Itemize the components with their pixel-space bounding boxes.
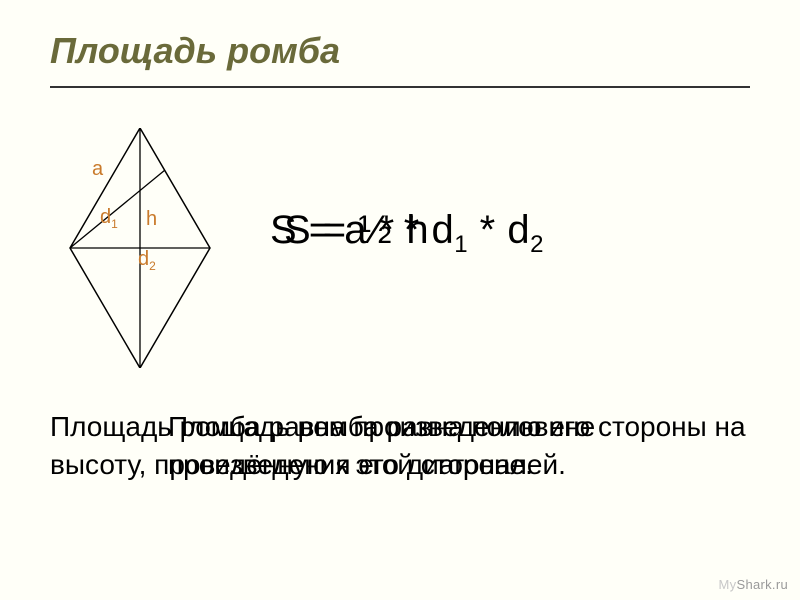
- label-a: a: [92, 158, 103, 181]
- formula-diag-S: S: [284, 208, 311, 252]
- formula-diag-d1: d: [431, 208, 454, 252]
- rhombus-diagram: a d1 h d2: [50, 128, 230, 368]
- label-d2-text: d: [138, 248, 149, 270]
- formula-diag: S = ½ * d1 * d2: [284, 208, 544, 259]
- slide: Площадь ромба a d1 h d2: [0, 0, 800, 600]
- page-title: Площадь ромба: [50, 30, 750, 72]
- formula-diag-star2: *: [468, 208, 507, 252]
- formula-diag-d1-sub: 1: [454, 231, 468, 258]
- formula-box: S = a * h S = ½ * d1 * d2: [270, 208, 750, 288]
- watermark: MyShark.ru: [719, 577, 788, 592]
- label-d2: d2: [138, 248, 156, 273]
- label-d1-text: d: [100, 206, 111, 228]
- divider: [50, 86, 750, 88]
- description-box: Площадь ромба равна произведению его сто…: [50, 408, 750, 528]
- watermark-left: My: [719, 577, 737, 592]
- formula-diag-d2: d: [507, 208, 530, 252]
- description-diag: Площадь ромба равна половине произведени…: [168, 408, 748, 484]
- label-h: h: [146, 208, 157, 231]
- formula-diag-half: ½: [358, 208, 392, 252]
- formula-diag-d2-sub: 2: [530, 231, 544, 258]
- formula-diag-star1: *: [392, 208, 431, 252]
- label-d2-sub: 2: [149, 259, 156, 273]
- label-d1-sub: 1: [111, 217, 118, 231]
- content-row: a d1 h d2 S = a * h S = ½ * d1 * d2: [50, 128, 750, 368]
- label-d1: d1: [100, 206, 118, 231]
- formula-diag-eq: =: [311, 208, 358, 252]
- watermark-right: Shark.ru: [736, 577, 788, 592]
